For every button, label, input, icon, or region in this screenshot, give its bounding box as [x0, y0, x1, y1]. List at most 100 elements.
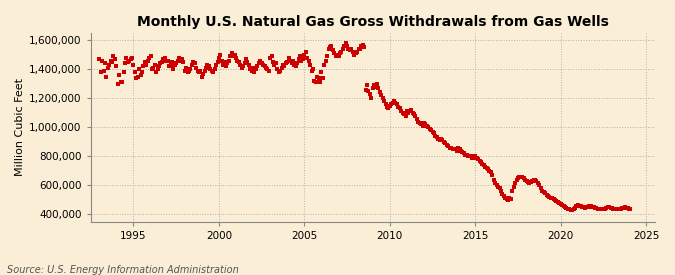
Point: [526, 179, 537, 183]
Point: [290, 64, 301, 68]
Point: [323, 47, 334, 51]
Point: [211, 63, 221, 67]
Point: [537, 188, 547, 193]
Point: [246, 68, 257, 73]
Point: [273, 70, 284, 74]
Point: [157, 60, 167, 64]
Point: [576, 205, 587, 209]
Point: [212, 60, 223, 64]
Point: [97, 58, 107, 63]
Point: [343, 47, 354, 51]
Point: [379, 99, 389, 103]
Point: [330, 54, 341, 58]
Point: [568, 207, 579, 211]
Point: [363, 89, 374, 93]
Title: Monthly U.S. Natural Gas Gross Withdrawals from Gas Wells: Monthly U.S. Natural Gas Gross Withdrawa…: [137, 15, 609, 29]
Point: [124, 58, 134, 63]
Point: [545, 196, 556, 200]
Point: [255, 58, 266, 63]
Point: [271, 61, 281, 66]
Point: [284, 56, 294, 60]
Point: [140, 60, 151, 64]
Point: [480, 164, 491, 169]
Point: [572, 203, 583, 208]
Point: [148, 66, 159, 70]
Point: [367, 86, 378, 90]
Point: [182, 70, 193, 74]
Point: [302, 56, 313, 60]
Point: [99, 61, 110, 66]
Point: [296, 58, 307, 63]
Point: [407, 111, 418, 115]
Point: [508, 185, 519, 189]
Point: [466, 154, 477, 159]
Point: [525, 180, 536, 184]
Point: [198, 72, 209, 76]
Point: [521, 179, 532, 183]
Point: [223, 58, 234, 63]
Point: [400, 114, 411, 118]
Point: [159, 56, 170, 60]
Point: [235, 63, 246, 67]
Point: [122, 60, 133, 64]
Point: [460, 153, 470, 157]
Point: [462, 154, 473, 159]
Point: [535, 186, 546, 191]
Point: [471, 156, 482, 160]
Point: [173, 56, 184, 60]
Point: [205, 67, 216, 72]
Point: [424, 126, 435, 131]
Point: [248, 66, 259, 70]
Point: [468, 156, 479, 160]
Point: [377, 96, 388, 100]
Point: [316, 70, 327, 74]
Point: [238, 64, 248, 68]
Point: [372, 82, 383, 86]
Point: [272, 67, 283, 72]
Point: [171, 61, 182, 66]
Point: [507, 189, 518, 193]
Point: [491, 183, 502, 188]
Point: [533, 181, 543, 185]
Point: [207, 68, 217, 73]
Point: [548, 197, 559, 201]
Point: [221, 64, 232, 68]
Point: [112, 82, 123, 86]
Point: [258, 63, 269, 67]
Point: [397, 111, 408, 115]
Point: [335, 51, 346, 56]
Point: [194, 70, 205, 74]
Point: [437, 138, 448, 143]
Point: [458, 151, 469, 156]
Point: [204, 64, 215, 68]
Point: [128, 63, 139, 67]
Point: [490, 180, 501, 185]
Point: [580, 205, 591, 210]
Point: [390, 100, 401, 105]
Point: [308, 67, 319, 72]
Point: [145, 54, 156, 58]
Point: [423, 125, 433, 130]
Point: [151, 70, 161, 74]
Point: [610, 207, 620, 211]
Point: [340, 41, 351, 45]
Point: [530, 177, 541, 182]
Point: [440, 141, 451, 145]
Point: [192, 68, 203, 73]
Point: [416, 122, 427, 127]
Point: [581, 205, 592, 210]
Point: [153, 67, 163, 72]
Point: [376, 93, 387, 98]
Point: [435, 137, 446, 141]
Point: [497, 192, 508, 196]
Point: [319, 63, 330, 67]
Point: [357, 42, 368, 47]
Point: [362, 83, 373, 87]
Point: [611, 207, 622, 211]
Point: [300, 50, 311, 54]
Point: [303, 58, 314, 63]
Point: [231, 56, 242, 60]
Point: [104, 63, 115, 67]
Point: [218, 63, 229, 67]
Point: [119, 61, 130, 66]
